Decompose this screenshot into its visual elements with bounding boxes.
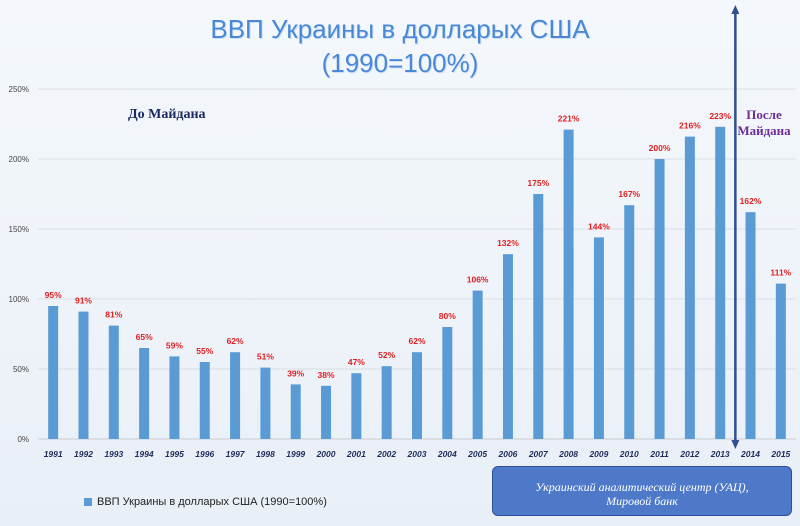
bar — [139, 348, 150, 439]
bar — [48, 306, 59, 439]
x-tick-label: 2014 — [740, 449, 760, 459]
x-tick-label: 2009 — [588, 449, 608, 459]
x-tick-label: 2003 — [407, 449, 427, 459]
legend: ВВП Украины в долларых США (1990=100%) — [84, 496, 327, 508]
bar — [745, 212, 756, 439]
x-tick-label: 2001 — [346, 449, 366, 459]
data-label: 132% — [497, 238, 519, 248]
x-tick-label: 1998 — [256, 449, 275, 459]
x-tick-label: 1992 — [74, 449, 93, 459]
data-label: 81% — [105, 310, 122, 320]
bar — [412, 352, 422, 439]
bar — [624, 205, 635, 439]
data-label: 38% — [318, 370, 335, 380]
data-label: 51% — [257, 352, 274, 362]
y-tick-label: 200% — [9, 155, 29, 164]
chart-subtitle: (1990=100%) — [321, 48, 479, 78]
legend-swatch — [84, 498, 92, 506]
data-label: 59% — [166, 340, 183, 350]
bar — [381, 366, 392, 439]
source-line1: Украинский аналитический центр (УАЦ), — [535, 480, 749, 494]
data-label: 162% — [740, 196, 762, 206]
x-tick-label: 1991 — [44, 449, 63, 459]
bar — [715, 126, 726, 440]
before-maidan-note: До Майдана — [128, 107, 206, 122]
bar — [199, 362, 210, 439]
bar — [533, 194, 544, 439]
y-tick-label: 100% — [9, 295, 29, 304]
bar — [260, 367, 271, 439]
after-maidan-note: После Майдана — [734, 107, 794, 139]
bar — [351, 373, 362, 439]
data-label: 62% — [227, 336, 244, 346]
bar — [775, 283, 786, 439]
x-tick-label: 1999 — [286, 449, 305, 459]
y-tick-label: 50% — [13, 365, 29, 374]
bar — [169, 356, 180, 439]
data-label: 167% — [618, 189, 640, 199]
x-tick-label: 1994 — [135, 449, 154, 459]
after-maidan-note-line1: После — [746, 107, 782, 122]
data-label: 80% — [439, 311, 456, 321]
bar — [563, 129, 574, 439]
data-label: 62% — [408, 336, 425, 346]
data-label: 216% — [679, 121, 701, 131]
x-tick-label: 2013 — [710, 449, 730, 459]
after-maidan-note-line2: Майдана — [737, 123, 791, 138]
x-tick-label: 2005 — [467, 449, 487, 459]
x-tick-label: 2007 — [528, 449, 549, 459]
data-label: 39% — [287, 368, 304, 378]
data-label: 221% — [558, 114, 580, 124]
x-tick-label: 1995 — [165, 449, 184, 459]
source-line2: Мировой банк — [606, 494, 678, 508]
data-label: 65% — [136, 332, 153, 342]
source-box: Украинский аналитический центр (УАЦ), Ми… — [492, 466, 792, 516]
x-tick-label: 2015 — [770, 449, 790, 459]
bar — [230, 352, 241, 439]
x-tick-label: 2012 — [679, 449, 699, 459]
x-tick-label: 2000 — [316, 449, 336, 459]
data-label: 91% — [75, 296, 92, 306]
bar — [108, 325, 119, 439]
data-label: 223% — [709, 111, 731, 121]
x-tick-label: 2006 — [497, 449, 517, 459]
data-label: 144% — [588, 221, 610, 231]
x-tick-label: 1996 — [195, 449, 214, 459]
x-tick-label: 1997 — [226, 449, 246, 459]
data-label: 111% — [770, 268, 791, 278]
divider-arrow-bottom — [731, 440, 740, 449]
bar — [593, 237, 604, 439]
bar — [654, 159, 665, 439]
data-label: 106% — [467, 275, 489, 285]
data-label: 95% — [45, 290, 62, 300]
bar — [78, 311, 89, 439]
bar — [290, 384, 301, 439]
bar — [472, 290, 483, 439]
x-tick-label: 2008 — [558, 449, 578, 459]
x-tick-label: 2004 — [437, 449, 457, 459]
bar — [684, 136, 695, 439]
y-tick-label: 150% — [9, 225, 29, 234]
data-label: 175% — [527, 178, 549, 188]
x-tick-label: 2011 — [649, 449, 669, 459]
bar — [321, 385, 332, 439]
y-tick-label: 250% — [9, 85, 29, 94]
y-tick-label: 0% — [17, 435, 29, 444]
data-label: 52% — [378, 350, 395, 360]
divider-arrow-top — [731, 5, 740, 14]
bar — [442, 327, 453, 439]
x-tick-label: 2002 — [376, 449, 396, 459]
data-label: 47% — [348, 357, 365, 367]
chart-title: ВВП Украины в долларых США — [210, 14, 590, 44]
x-tick-label: 2010 — [619, 449, 639, 459]
data-label: 55% — [196, 346, 213, 356]
legend-label: ВВП Украины в долларых США (1990=100%) — [97, 496, 327, 508]
data-label: 200% — [649, 143, 671, 153]
x-tick-label: 1993 — [104, 449, 123, 459]
bar — [502, 254, 513, 439]
